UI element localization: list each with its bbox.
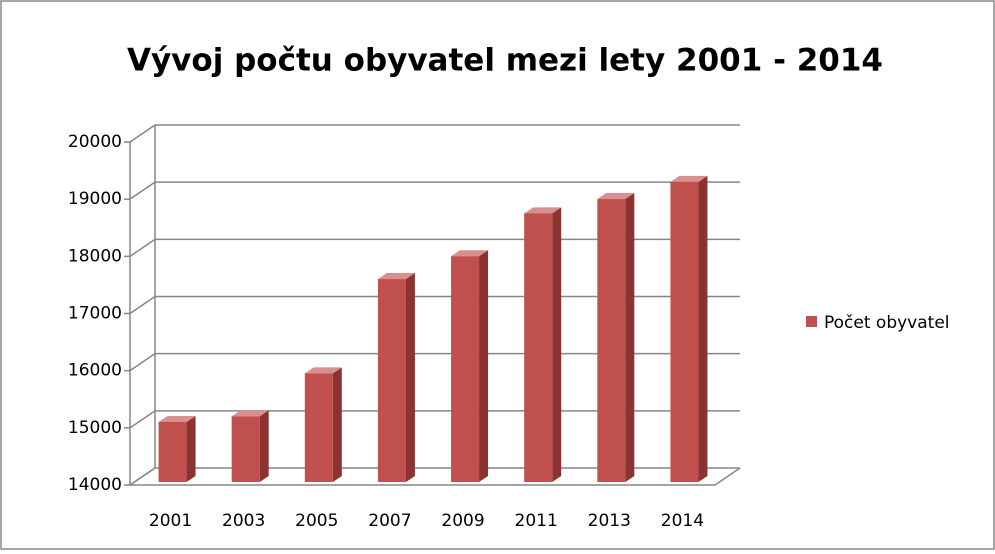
bar-top [451,250,489,257]
chart-title: Vývoj počtu obyvatel mezi lety 2001 - 20… [127,43,883,79]
bar-top [597,193,635,200]
floor [130,467,741,486]
bar-top [231,410,269,417]
bar-side [405,273,415,482]
y-tick-label: 15000 [68,418,122,438]
bar-side [479,250,489,482]
bar-top [524,207,562,214]
bar [597,199,626,482]
bar-top [670,175,708,182]
x-tick-label: 2003 [222,511,265,531]
bar-side [698,175,708,482]
grid-line [129,181,740,200]
bar [451,256,480,482]
x-tick-label: 2009 [441,511,484,531]
bar-side [186,415,196,482]
bar-side [552,207,562,483]
x-tick-label: 2005 [295,511,338,531]
grid-line [129,124,740,143]
x-tick-label: 2007 [368,511,411,531]
x-tick-label: 2011 [515,511,558,531]
y-tick-label: 19000 [68,189,122,209]
y-tick-label: 17000 [68,304,122,324]
bar [377,279,406,482]
bar-side [625,193,635,482]
bar-side [259,410,269,482]
y-tick-label: 14000 [68,475,122,495]
x-tick-label: 2014 [661,511,704,531]
legend-label: Počet obyvatel [824,313,950,333]
x-tick-label: 2001 [149,511,192,531]
bar [670,181,699,482]
bar-side [332,367,342,482]
bar [304,373,333,482]
bar-top [158,415,196,422]
bar [158,421,187,482]
bar [524,213,553,483]
y-tick-label: 16000 [68,361,122,381]
legend-swatch [806,316,817,327]
bar-top [377,273,415,280]
y-tick-label: 18000 [68,246,122,266]
x-tick-label: 2013 [588,511,631,531]
bar [231,416,260,482]
bar-top [304,367,342,374]
y-tick-label: 20000 [68,132,122,152]
